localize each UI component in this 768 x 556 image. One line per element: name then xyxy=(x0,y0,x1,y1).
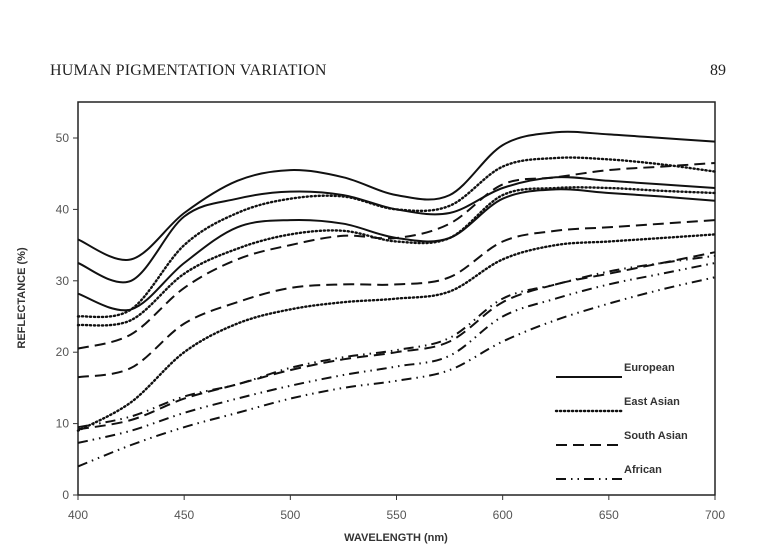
y-tick-label: 20 xyxy=(56,345,70,359)
y-axis: 0 10 20 30 40 50 xyxy=(56,131,78,502)
series-line-south-asian xyxy=(77,251,716,431)
x-tick-label: 600 xyxy=(493,508,513,522)
x-tick-label: 650 xyxy=(599,508,619,522)
series-line-south-asian xyxy=(77,219,716,379)
x-tick-label: 400 xyxy=(68,508,88,522)
y-axis-title: REFLECTANCE (%) xyxy=(16,247,28,349)
x-axis-title: WAVELENGTH (nm) xyxy=(344,532,448,544)
y-tick-label: 0 xyxy=(62,488,69,502)
series-line-south-asian xyxy=(77,162,716,350)
legend-label: African xyxy=(624,464,662,476)
x-tick-label: 500 xyxy=(280,508,300,522)
series-line-european xyxy=(77,188,716,312)
series-lines xyxy=(76,130,717,468)
x-tick-label: 700 xyxy=(705,508,725,522)
series-line-east-asian xyxy=(76,156,717,319)
legend-label: European xyxy=(624,362,675,374)
running-head: HUMAN PIGMENTATION VARIATION xyxy=(50,62,327,79)
legend-label: South Asian xyxy=(624,430,688,442)
legend: European East Asian South Asian African xyxy=(554,362,688,480)
series-line-east-asian xyxy=(76,233,717,432)
legend-label: East Asian xyxy=(624,396,680,408)
page-number: 89 xyxy=(710,62,726,79)
y-tick-label: 50 xyxy=(56,131,70,145)
series-line-east-asian xyxy=(76,186,717,327)
x-tick-label: 550 xyxy=(386,508,406,522)
y-tick-label: 10 xyxy=(56,417,70,431)
y-tick-label: 30 xyxy=(56,274,70,288)
x-axis: 400 450 500 550 600 650 700 xyxy=(68,495,725,522)
y-tick-label: 40 xyxy=(56,202,70,216)
series-line-european xyxy=(77,130,716,261)
series-line-african xyxy=(77,276,716,468)
x-tick-label: 450 xyxy=(174,508,194,522)
